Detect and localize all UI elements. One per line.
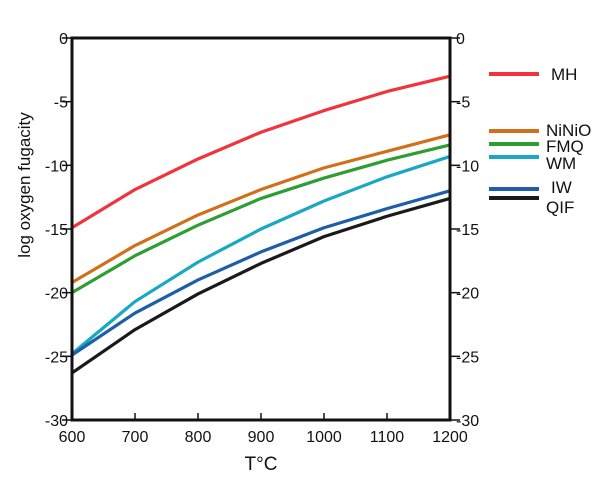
series-line-wm (70, 154, 451, 356)
series-line-iw (71, 189, 451, 357)
legend-label: NiNiO (546, 121, 591, 140)
y-tick-label-right: -15 (456, 222, 479, 239)
x-tick-label: 1200 (432, 429, 468, 446)
legend-item-fmq: FMQ (489, 137, 584, 156)
legend-label: WM (546, 154, 576, 173)
y-tick-label-left: -15 (45, 222, 68, 239)
series-line-qif (71, 196, 451, 375)
series-line-mh (71, 74, 451, 230)
x-tick-label: 600 (59, 429, 86, 446)
y-axis-label: log oxygen fugacity (15, 112, 34, 258)
y-tick-label-right: -20 (456, 286, 479, 303)
y-tick-label-right: -5 (456, 95, 470, 112)
y-tick-label-right: -10 (456, 158, 479, 175)
series-line-fmq (71, 143, 451, 295)
y-tick-label-left: -5 (54, 95, 68, 112)
y-tick-label-left: -10 (45, 158, 68, 175)
legend-item-mh: MH (489, 65, 577, 84)
x-tick-label: 800 (185, 429, 212, 446)
x-tick-label: 1000 (306, 429, 342, 446)
y-tick-label-left: -25 (45, 349, 68, 366)
y-tick-label-right: 0 (456, 31, 465, 48)
legend-item-iw: IW (489, 178, 572, 197)
x-axis-label: T°C (245, 454, 278, 475)
legend-label: IW (551, 178, 572, 197)
legend-item-wm: WM (489, 154, 576, 173)
axis-ticks: 600 700 800 900 1000 1100 1200 0 0 -5 -5 -10 -10 -15 -… (45, 31, 479, 446)
x-tick-label: 700 (122, 429, 149, 446)
y-tick-label-left: -20 (45, 286, 68, 303)
legend-label: QIF (546, 198, 574, 217)
y-tick-label-left: -30 (45, 413, 68, 430)
series-lines (70, 74, 451, 375)
x-tick-label: 1100 (370, 429, 405, 446)
x-tick-label: 900 (248, 429, 275, 446)
legend-item-qif: QIF (489, 196, 574, 217)
legend-item-ninio: NiNiO (489, 121, 591, 140)
y-tick-label-left: 0 (59, 31, 68, 48)
y-tick-label-right: -25 (456, 349, 479, 366)
y-tick-label-right: -30 (456, 413, 479, 430)
legend-label: MH (551, 65, 577, 84)
legend-label: FMQ (546, 137, 584, 156)
series-line-ninio (71, 133, 451, 284)
